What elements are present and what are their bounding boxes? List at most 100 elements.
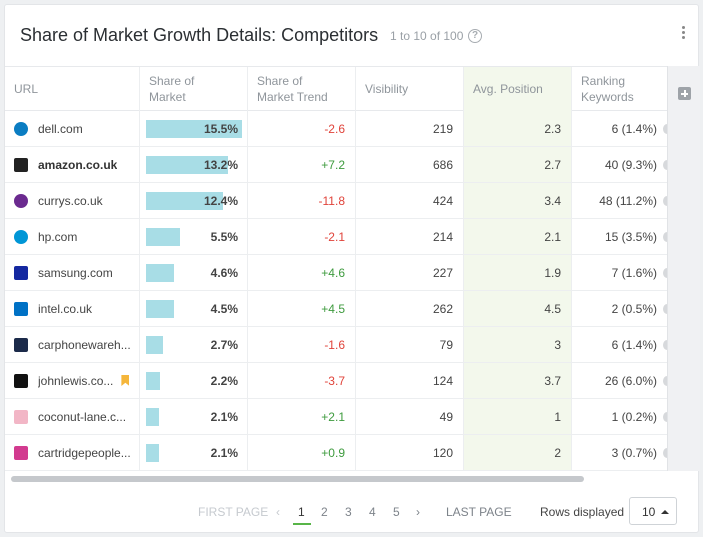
prev-page-button[interactable]: ‹ — [276, 505, 280, 519]
help-icon[interactable]: ? — [468, 29, 482, 43]
table-row[interactable]: dell.com 15.5% -2.6 219 2.3 6 (1.4%) — [5, 111, 667, 147]
overflow-indicator — [663, 304, 667, 314]
keywords-cell: 3 (0.7%) — [572, 435, 667, 470]
page-2-button[interactable]: 2 — [321, 505, 328, 519]
share-bar — [146, 300, 174, 318]
keywords-cell: 15 (3.5%) — [572, 219, 667, 254]
domain-link[interactable]: carphonewareh... — [38, 337, 131, 352]
visibility-cell: 124 — [356, 363, 464, 398]
keywords-value: 2 (0.5%) — [611, 301, 657, 316]
share-value: 2.7% — [210, 337, 238, 352]
keywords-cell: 2 (0.5%) — [572, 291, 667, 326]
share-value: 2.1% — [210, 409, 238, 424]
position-cell: 4.5 — [464, 291, 572, 326]
result-count: 1 to 10 of 100 — [390, 29, 464, 43]
keywords-cell: 6 (1.4%) — [572, 111, 667, 146]
column-header-keywords[interactable]: Ranking Keywords — [581, 74, 634, 104]
trend-cell: -1.6 — [248, 327, 356, 362]
domain-link[interactable]: samsung.com — [38, 265, 113, 280]
page-3-button[interactable]: 3 — [345, 505, 352, 519]
domain-link[interactable]: cartridgepeople... — [38, 445, 131, 460]
johnlewis-favicon-icon — [14, 373, 28, 388]
visibility-cell: 219 — [356, 111, 464, 146]
visibility-cell: 686 — [356, 147, 464, 182]
next-page-button[interactable]: › — [416, 505, 420, 519]
url-cell[interactable]: dell.com — [5, 111, 140, 146]
competitors-card: Share of Market Growth Details: Competit… — [4, 4, 700, 533]
more-options-icon[interactable] — [680, 26, 686, 42]
table-row[interactable]: carphonewareh... 2.7% -1.6 79 3 6 (1.4%) — [5, 327, 667, 363]
column-header-visibility[interactable]: Visibility — [356, 67, 464, 111]
position-cell: 3 — [464, 327, 572, 362]
keywords-cell: 40 (9.3%) — [572, 147, 667, 182]
overflow-indicator — [663, 160, 667, 170]
table-row[interactable]: johnlewis.co... 2.2% -3.7 124 3.7 26 (6.0%) — [5, 363, 667, 399]
column-header-trend[interactable]: Share of Market Trend — [248, 67, 356, 111]
url-cell[interactable]: intel.co.uk — [5, 291, 140, 326]
share-bar — [146, 444, 159, 462]
url-cell[interactable]: carphonewareh... — [5, 327, 140, 362]
page-4-button[interactable]: 4 — [369, 505, 376, 519]
share-cell: 4.6% — [140, 255, 248, 290]
table-row[interactable]: hp.com 5.5% -2.1 214 2.1 15 (3.5%) — [5, 219, 667, 255]
table-row[interactable]: samsung.com 4.6% +4.6 227 1.9 7 (1.6%) — [5, 255, 667, 291]
table-row[interactable]: amazon.co.uk 13.2% +7.2 686 2.7 40 (9.3%) — [5, 147, 667, 183]
share-cell: 13.2% — [140, 147, 248, 182]
overflow-indicator — [663, 376, 667, 386]
page-5-button[interactable]: 5 — [393, 505, 400, 519]
column-header-position[interactable]: Avg. Position — [464, 67, 572, 111]
table-row[interactable]: intel.co.uk 4.5% +4.5 262 4.5 2 (0.5%) — [5, 291, 667, 327]
add-column-icon[interactable] — [678, 87, 691, 100]
keywords-cell: 7 (1.6%) — [572, 255, 667, 290]
domain-link[interactable]: amazon.co.uk — [38, 157, 118, 172]
position-cell: 2.3 — [464, 111, 572, 146]
position-cell: 2.7 — [464, 147, 572, 182]
share-bar — [146, 192, 223, 210]
visibility-cell: 424 — [356, 183, 464, 218]
keywords-value: 3 (0.7%) — [611, 445, 657, 460]
column-header-share[interactable]: Share of Market — [140, 67, 248, 111]
domain-link[interactable]: johnlewis.co... — [38, 373, 114, 388]
url-cell[interactable]: johnlewis.co... — [5, 363, 140, 398]
share-bar — [146, 120, 242, 138]
trend-cell: -2.6 — [248, 111, 356, 146]
url-cell[interactable]: coconut-lane.c... — [5, 399, 140, 434]
first-page-button[interactable]: FIRST PAGE — [198, 505, 269, 519]
domain-link[interactable]: coconut-lane.c... — [38, 409, 127, 424]
url-cell[interactable]: currys.co.uk — [5, 183, 140, 218]
url-cell[interactable]: hp.com — [5, 219, 140, 254]
domain-link[interactable]: dell.com — [38, 121, 83, 136]
position-cell: 1.9 — [464, 255, 572, 290]
keywords-value: 26 (6.0%) — [604, 373, 657, 388]
visibility-cell: 49 — [356, 399, 464, 434]
share-bar — [146, 372, 160, 390]
trend-cell: -3.7 — [248, 363, 356, 398]
url-cell[interactable]: cartridgepeople... — [5, 435, 140, 470]
rows-per-page-select[interactable]: 10 — [629, 497, 677, 525]
share-bar — [146, 264, 174, 282]
table-row[interactable]: coconut-lane.c... 2.1% +2.1 49 1 1 (0.2%) — [5, 399, 667, 435]
url-cell[interactable]: amazon.co.uk — [5, 147, 140, 182]
share-cell: 2.7% — [140, 327, 248, 362]
keywords-value: 48 (11.2%) — [599, 193, 657, 208]
table-row[interactable]: currys.co.uk 12.4% -11.8 424 3.4 48 (11.2%) — [5, 183, 667, 219]
position-cell: 3.4 — [464, 183, 572, 218]
position-cell: 3.7 — [464, 363, 572, 398]
domain-link[interactable]: intel.co.uk — [38, 301, 93, 316]
column-picker-panel — [667, 66, 700, 471]
position-cell: 2.1 — [464, 219, 572, 254]
visibility-cell: 79 — [356, 327, 464, 362]
rows-per-page-value: 10 — [642, 505, 656, 519]
domain-link[interactable]: currys.co.uk — [38, 193, 103, 208]
last-page-button[interactable]: LAST PAGE — [446, 505, 512, 519]
column-header-url[interactable]: URL — [5, 67, 140, 111]
url-cell[interactable]: samsung.com — [5, 255, 140, 290]
share-value: 4.6% — [210, 265, 238, 280]
caret-up-icon — [661, 510, 669, 514]
horizontal-scrollbar[interactable] — [11, 476, 584, 482]
domain-link[interactable]: hp.com — [38, 229, 78, 244]
keywords-cell: 1 (0.2%) — [572, 399, 667, 434]
keywords-value: 15 (3.5%) — [604, 229, 657, 244]
table-row[interactable]: cartridgepeople... 2.1% +0.9 120 2 3 (0.7%) — [5, 435, 667, 471]
page-1-button[interactable]: 1 — [298, 505, 305, 519]
